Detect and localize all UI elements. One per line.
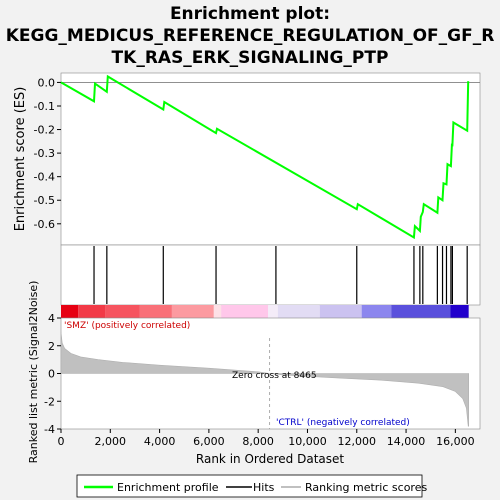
x-tick-label: 10,000 (288, 435, 327, 448)
x-tick-label: 0 (58, 435, 65, 448)
es-ytick-label: 0.0 (38, 76, 56, 89)
x-tick-label: 16,000 (436, 435, 475, 448)
es-ytick-label: -0.1 (34, 100, 55, 113)
heat-band-segment (361, 305, 392, 318)
heat-band-segment (139, 305, 172, 318)
hit-lines (93, 246, 468, 304)
x-axis: 0 2,000 4,000 6,000 8,000 10,000 12,000 14,000 1… (58, 429, 475, 448)
es-ytick-label: -0.2 (34, 124, 55, 137)
ranked-metric-panel: 'SMZ' (positively correlated) 'CTRL' (ne… (27, 281, 481, 464)
heat-band-segment (268, 305, 278, 318)
x-tick-label: 8,000 (242, 435, 274, 448)
ranked-metric-fill-group (60, 331, 469, 427)
zero-cross-label: Zero cross at 8465 (232, 371, 317, 381)
legend-label-ranking: Ranking metric scores (305, 481, 427, 494)
x-tick-label: 12,000 (338, 435, 377, 448)
title-line-3: TK_RAS_ERK_SIGNALING_PTP (112, 48, 389, 68)
title-line-1: Enrichment plot: (170, 4, 330, 24)
legend-label-hits: Hits (253, 481, 275, 494)
hits-area (60, 244, 481, 306)
legend-box (76, 474, 423, 498)
negative-label: 'CTRL' (negatively correlated) (276, 418, 410, 428)
heat-band-segment (105, 305, 140, 318)
x-tick-label: 14,000 (387, 435, 426, 448)
ranked-ytick-label: 4 (48, 312, 55, 325)
es-ylabel: Enrichment score (ES) (13, 87, 28, 232)
heat-band-segment (221, 305, 269, 318)
heat-band-segment (450, 305, 469, 318)
es-ytick-label: -0.5 (34, 194, 55, 207)
ranked-ylabel: Ranked list metric (Signal2Noise) (27, 281, 40, 464)
title-line-2: KEGG_MEDICUS_REFERENCE_REGULATION_OF_GF_… (6, 26, 495, 46)
es-ytick-label: -0.4 (34, 171, 55, 184)
heat-band-segment (213, 305, 222, 318)
ranked-y-axis: 4 2 0 -2 -4 (44, 312, 61, 436)
ranking-heat-band (61, 305, 469, 318)
ranked-ytick-label: 0 (48, 368, 55, 381)
x-axis-label: Rank in Ordered Dataset (196, 452, 344, 466)
es-y-axis: 0.0 -0.1 -0.2 -0.3 -0.4 -0.5 -0.6 (34, 76, 480, 231)
heat-band-segment (391, 305, 451, 318)
legend-label-enrichment: Enrichment profile (117, 481, 219, 494)
ranked-metric-area (60, 331, 469, 427)
ranked-ytick-label: -4 (44, 423, 55, 436)
enrichment-profile-line (60, 74, 470, 240)
heat-band-segment (171, 305, 214, 318)
heat-band-segment (319, 305, 362, 318)
positive-label: 'SMZ' (positively correlated) (64, 321, 190, 331)
legend: Enrichment profile Hits Ranking metric s… (76, 474, 427, 498)
ranked-ytick-label: 2 (48, 340, 55, 353)
es-ytick-label: -0.6 (34, 218, 55, 231)
hits-panel (60, 244, 481, 306)
heat-band-segment (78, 305, 106, 318)
heat-band-segment (277, 305, 320, 318)
ranked-ytick-label: -2 (44, 395, 55, 408)
x-tick-label: 4,000 (144, 435, 176, 448)
heat-band-segment (61, 305, 79, 318)
es-panel: 0.0 -0.1 -0.2 -0.3 -0.4 -0.5 -0.6 Enrichment s… (13, 72, 481, 246)
x-tick-label: 2,000 (95, 435, 127, 448)
es-ytick-label: -0.3 (34, 147, 55, 160)
es-line-group (60, 74, 470, 240)
x-tick-label: 6,000 (193, 435, 225, 448)
